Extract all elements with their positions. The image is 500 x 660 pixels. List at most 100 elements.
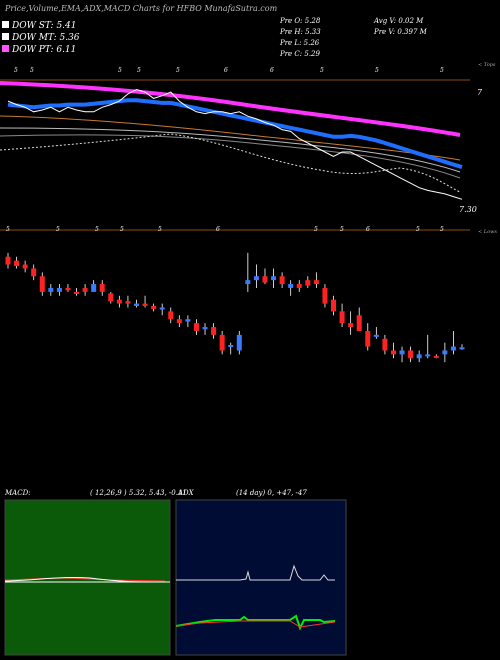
ema-grey-line-1: [0, 127, 461, 173]
candle-body: [133, 303, 139, 306]
ema-blue-line: [7, 98, 463, 170]
candle-body: [39, 276, 45, 292]
peak-mark: 5: [320, 67, 324, 74]
price-label-top: 7: [477, 88, 483, 97]
peak-mark: 5: [416, 226, 420, 233]
peak-mark: 5: [375, 67, 379, 74]
candle-body: [91, 284, 97, 292]
peak-mark: 6: [270, 67, 274, 74]
candle-body: [373, 334, 379, 337]
candle-body: [22, 264, 28, 269]
dow-mt-label: DOW MT: 5.36: [11, 33, 80, 43]
close-price-line: [7, 88, 463, 200]
pre-high: Pre H: 5.33: [279, 28, 321, 36]
peak-mark: 6: [216, 226, 220, 233]
macd-signal-line: [4, 577, 166, 582]
adx-minus-di-line: [175, 620, 336, 628]
candle-body: [193, 323, 199, 331]
candle-body: [31, 268, 37, 277]
dow-st-label: DOW ST: 5.41: [11, 21, 77, 31]
peak-mark: 5: [137, 67, 141, 74]
candle-body: [5, 256, 11, 265]
peak-mark: 5: [6, 226, 10, 233]
candle-body: [442, 350, 448, 355]
candle-body: [159, 307, 165, 310]
candle-body: [425, 354, 431, 357]
tops-label: < Tops: [478, 62, 496, 68]
candle-body: [176, 319, 182, 324]
candle-body: [219, 334, 225, 351]
dow-st-swatch: [2, 21, 9, 28]
candlestick-series: [5, 252, 465, 363]
candle-body: [382, 338, 388, 351]
candle-body: [48, 287, 54, 292]
candle-body: [236, 334, 242, 351]
adx-label: ADX: [177, 489, 195, 497]
price-label-bottom: 7.30: [459, 205, 477, 214]
candle-body: [116, 299, 122, 304]
peak-mark: 5: [440, 226, 444, 233]
candle-body: [253, 276, 259, 281]
peak-mark: 5: [30, 67, 34, 74]
candle-body: [433, 355, 439, 358]
adx-panel: [175, 499, 347, 656]
adx-params: (14 day) 0, +47, -47: [236, 489, 307, 497]
peak-mark: 5: [118, 67, 122, 74]
peak-mark: 5: [176, 67, 180, 74]
candle-body: [305, 280, 311, 286]
macd-params: ( 12,26,9 ) 5.32, 5.43, -0.11: [90, 489, 187, 497]
candle-body: [74, 291, 80, 294]
candle-body: [450, 346, 456, 351]
ema-grey-line-2: [0, 134, 461, 179]
candle-body: [322, 287, 328, 304]
candle-body: [142, 303, 148, 306]
pre-open: Pre O: 5.28: [279, 17, 321, 25]
candle-body: [416, 354, 422, 359]
ema-magenta-line: [0, 81, 461, 137]
ema-dotted-line: [0, 133, 461, 193]
candle-body: [82, 287, 88, 292]
candle-body: [313, 280, 319, 285]
candle-body: [151, 305, 157, 310]
candle-body: [168, 311, 174, 320]
candle-body: [399, 350, 405, 355]
candle-body: [288, 284, 294, 288]
candle-body: [65, 287, 71, 291]
candle-body: [108, 293, 114, 302]
candle-body: [262, 276, 268, 283]
candle-body: [271, 276, 277, 281]
pre-low: Pre L: 5.26: [279, 39, 320, 47]
pre-close: Pre C: 5.29: [279, 50, 320, 58]
top-marks-group: 5 5 5 5 5 6 6 5 5 5: [14, 67, 444, 74]
candle-body: [365, 330, 371, 347]
chart-title: Price,Volume,EMA,ADX,MACD Charts for HFB…: [4, 4, 278, 13]
candle-body: [185, 319, 191, 322]
candle-body: [459, 347, 465, 350]
peak-mark: 5: [14, 67, 18, 74]
avg-volume: Avg V: 0.02 M: [373, 17, 424, 25]
adx-plus-di-line: [175, 614, 336, 631]
peak-mark: 5: [440, 67, 444, 74]
dow-pt-swatch: [2, 45, 9, 52]
candle-body: [408, 350, 414, 359]
pre-volume: Pre V: 0.397 M: [373, 28, 428, 36]
candle-body: [348, 323, 354, 328]
candle-body: [125, 301, 131, 304]
macd-line: [4, 576, 166, 583]
candle-body: [99, 284, 105, 292]
candle-body: [339, 311, 345, 324]
candle-body: [14, 260, 20, 267]
peak-mark: 6: [366, 226, 370, 233]
candle-body: [390, 350, 396, 355]
candle-body: [211, 327, 217, 335]
macd-label: MACD:: [4, 489, 31, 497]
candle-body: [202, 327, 208, 330]
lows-label: < Lows: [478, 229, 497, 235]
candle-body: [331, 299, 337, 312]
candle-body: [296, 284, 302, 288]
candle-body: [279, 276, 285, 285]
peak-mark: 5: [56, 226, 60, 233]
peak-mark: 6: [224, 67, 228, 74]
candle-body: [356, 315, 362, 331]
